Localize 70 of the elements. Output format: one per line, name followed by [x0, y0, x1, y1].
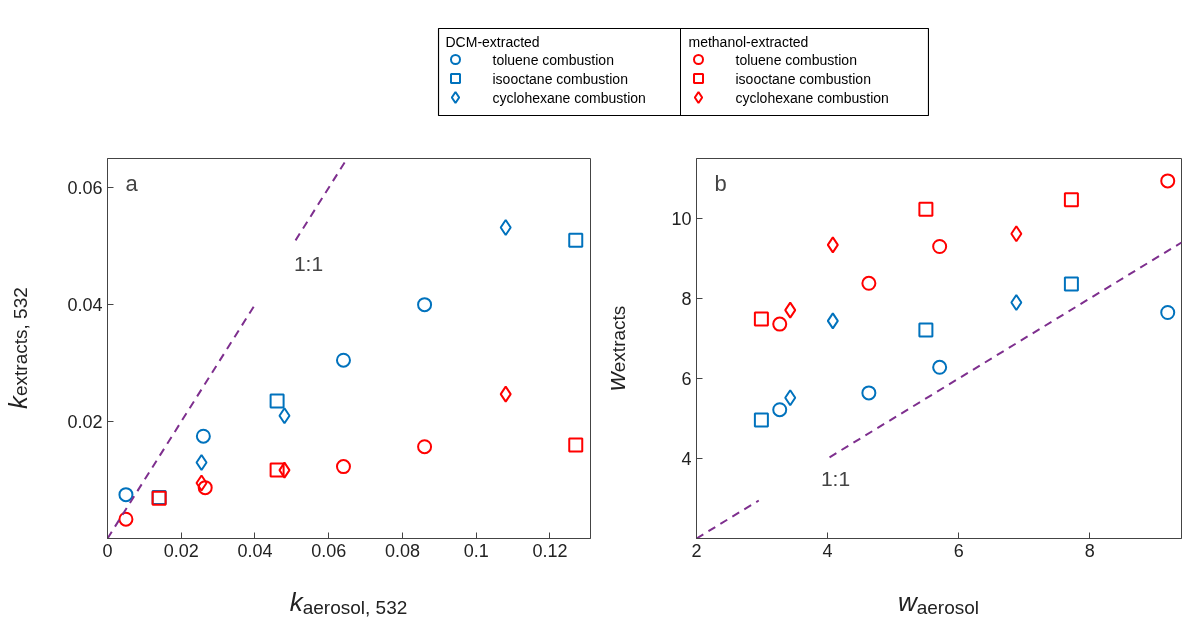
point — [335, 352, 351, 368]
point — [1063, 192, 1079, 208]
y-tick-label: 8 — [681, 289, 692, 309]
point — [118, 487, 134, 503]
point — [1160, 305, 1176, 320]
y-tick-label: 0.02 — [67, 412, 103, 433]
x-tick-label: 6 — [953, 540, 964, 561]
point — [1010, 225, 1023, 243]
annotation: 1:1 — [820, 467, 851, 490]
point — [918, 322, 934, 338]
x-tick-label: 0.04 — [237, 540, 273, 561]
x-tick-label: 0 — [102, 540, 113, 561]
point — [753, 311, 769, 327]
point — [278, 461, 291, 479]
legend-label: cyclohexane combustion — [735, 89, 889, 106]
x-tick-label: 0.08 — [384, 540, 420, 561]
point — [1010, 294, 1023, 311]
point — [826, 312, 839, 330]
point — [772, 316, 788, 332]
text: methanol-extracted — [688, 33, 809, 50]
x-tick-label: 0.06 — [311, 540, 347, 561]
point — [772, 402, 788, 418]
text: DCM-extracted — [445, 33, 540, 50]
x-axis-title: w$_{aerosol}$ — [897, 587, 980, 619]
x-tick-label: 8 — [1084, 540, 1095, 561]
y-tick-label: 6 — [681, 369, 692, 389]
point — [417, 297, 433, 313]
point — [417, 439, 433, 455]
legend-label: toluene combustion — [735, 51, 857, 68]
point — [918, 201, 934, 217]
point — [195, 454, 208, 471]
x-tick-label: 0.12 — [532, 540, 568, 561]
point — [269, 393, 285, 409]
point — [784, 389, 797, 407]
x-tick-label: 0.02 — [163, 540, 199, 561]
text: b — [714, 170, 727, 196]
point — [278, 407, 291, 425]
point — [568, 232, 584, 248]
x-axis-title: k$_{aerosol, 532}$ — [289, 587, 408, 619]
point — [1160, 173, 1176, 189]
legend-label: cyclohexane combustion — [492, 89, 646, 106]
point — [499, 385, 512, 403]
point — [335, 459, 351, 475]
y-tick-label: 0.04 — [67, 295, 103, 316]
x-tick-label: 4 — [822, 540, 833, 561]
annotation: 1:1 — [293, 252, 324, 275]
point — [932, 239, 948, 254]
point — [499, 218, 512, 236]
point — [1063, 276, 1079, 292]
point — [118, 511, 134, 527]
point — [861, 275, 877, 291]
text: a — [125, 170, 139, 196]
point — [784, 301, 797, 319]
point — [195, 474, 208, 492]
x-tick-label: 2 — [691, 540, 702, 561]
x-tick-label: 0.1 — [463, 540, 489, 561]
y-tick-label: 4 — [681, 449, 692, 469]
point — [861, 385, 877, 401]
y-tick-label: 10 — [671, 209, 692, 229]
legend-label: toluene combustion — [492, 51, 614, 68]
point — [932, 359, 948, 375]
point — [195, 428, 211, 444]
legend-label: isooctane combustion — [492, 70, 628, 87]
point — [753, 412, 769, 428]
point — [269, 462, 285, 478]
point — [568, 437, 584, 453]
point — [197, 480, 213, 496]
legend-label: isooctane combustion — [735, 70, 871, 87]
point — [826, 236, 839, 254]
y-tick-label: 0.06 — [67, 178, 103, 199]
